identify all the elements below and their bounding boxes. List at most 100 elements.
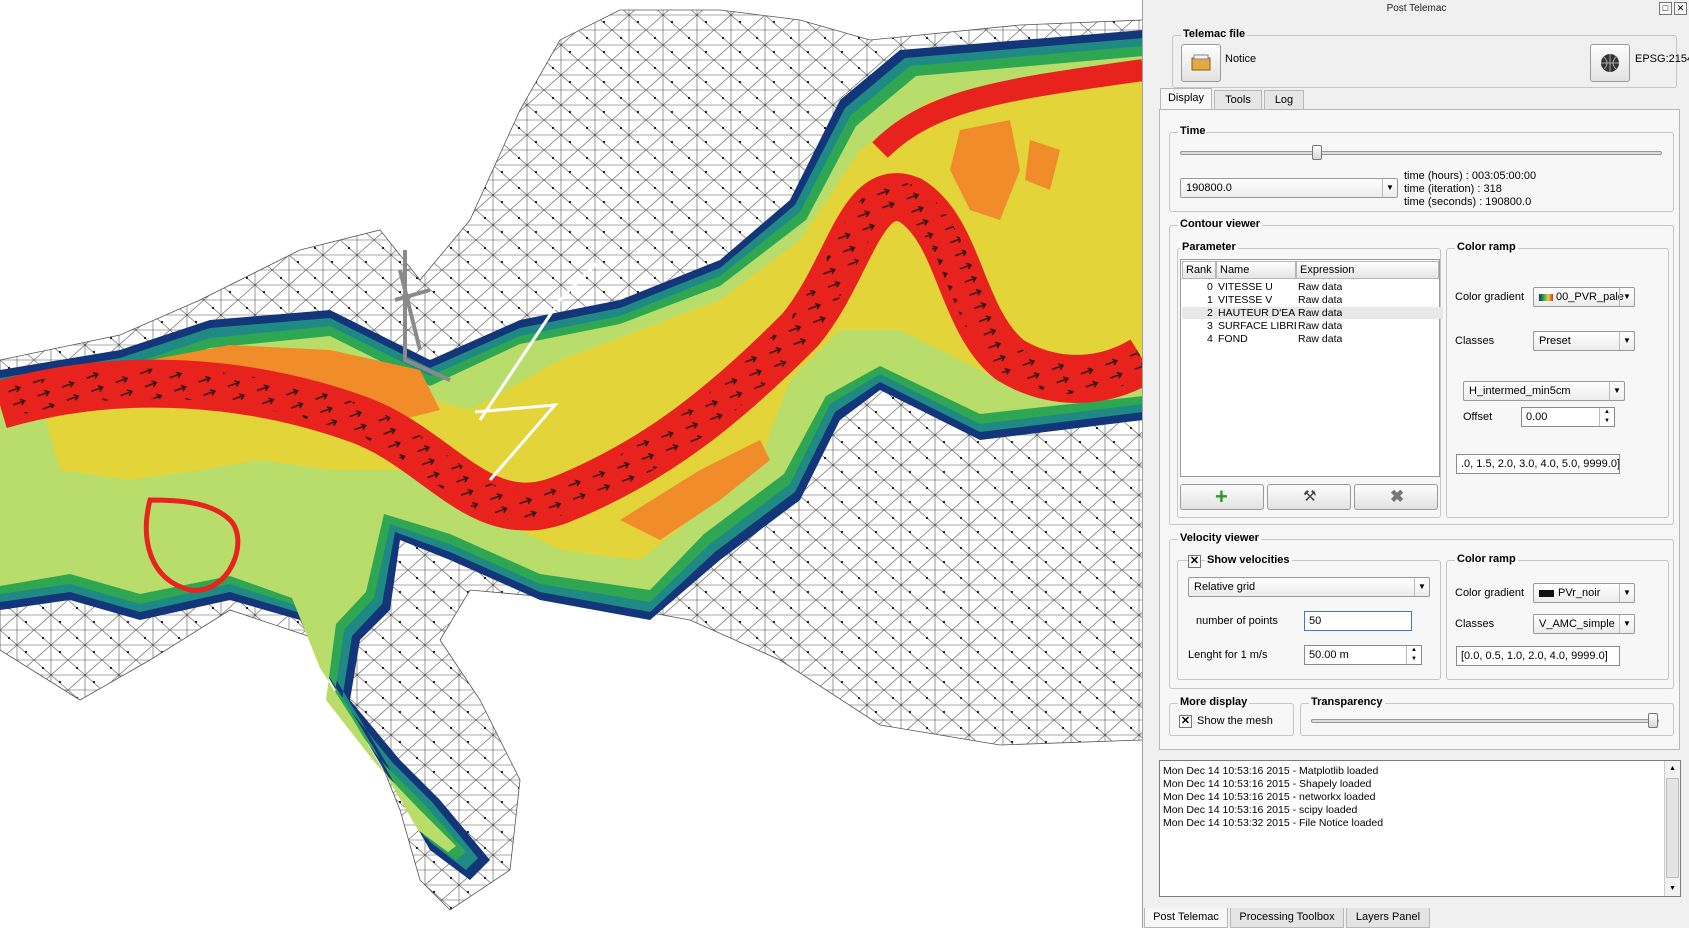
- flood-orange-3: [950, 120, 1020, 220]
- flood-orange-4: [1025, 140, 1060, 190]
- classes-label: Classes: [1455, 335, 1495, 347]
- tab-log[interactable]: Log: [1264, 90, 1304, 110]
- velocity-classes-select[interactable]: V_AMC_simple ▼: [1533, 614, 1635, 634]
- levee-line: [478, 258, 602, 421]
- length-input[interactable]: 50.00 m ▲ ▼: [1304, 645, 1422, 665]
- chevron-down-icon: ▼: [1619, 332, 1634, 350]
- column-expression[interactable]: Expression: [1296, 261, 1439, 279]
- velocity-viewer-title: Velocity viewer: [1178, 532, 1261, 544]
- chevron-down-icon: ▼: [1382, 179, 1397, 197]
- color-gradient-select[interactable]: 00_PVR_pale ▼: [1533, 287, 1635, 307]
- velocity-options-group: ✕ Show velocities Relative grid ▼ number …: [1177, 554, 1441, 680]
- velocity-levels-input[interactable]: [0.0, 0.5, 1.0, 2.0, 4.0, 9999.0]: [1456, 646, 1620, 666]
- chevron-down-icon: ▼: [1609, 382, 1624, 400]
- parameter-group: Parameter Rank Name Expression 0 VITESSE …: [1177, 241, 1443, 518]
- points-input[interactable]: 50▲▼: [1304, 611, 1412, 631]
- log-scrollbar[interactable]: ▲ ▼: [1664, 761, 1680, 896]
- log-line: Mon Dec 14 10:53:16 2015 - scipy loaded: [1163, 804, 1358, 816]
- velocity-arrows: [0, 182, 1142, 522]
- dock-title: Post Telemac: [1386, 3, 1447, 14]
- contour-levels-input[interactable]: .0, 1.5, 2.0, 3.0, 4.0, 5.0, 9999.0]: [1456, 454, 1620, 474]
- chevron-down-icon: ▼: [1619, 288, 1634, 306]
- contour-color-ramp-group: Color ramp Color gradient 00_PVR_pale ▼ C…: [1446, 241, 1669, 518]
- tab-processing-toolbox[interactable]: Processing Toolbox: [1230, 908, 1344, 928]
- grid-mode-select[interactable]: Relative grid ▼: [1188, 577, 1430, 597]
- table-row[interactable]: 0 VITESSE U Raw data: [1207, 281, 1343, 293]
- velocity-gradient-select[interactable]: PVr_noir ▼: [1533, 583, 1635, 603]
- secondary-channel: [143, 497, 241, 593]
- transparency-slider-track[interactable]: [1311, 719, 1659, 723]
- velocity-classes-label: Classes: [1455, 618, 1495, 630]
- file-label: Notice: [1225, 53, 1257, 65]
- more-display-group: More display ✕ Show the mesh: [1169, 696, 1294, 736]
- edit-parameter-button[interactable]: ⚒: [1267, 484, 1351, 510]
- scroll-down-icon[interactable]: ▼: [1669, 885, 1676, 892]
- show-mesh-checkbox[interactable]: ✕: [1179, 715, 1192, 728]
- table-row[interactable]: 4 FOND Raw data: [1207, 333, 1343, 345]
- open-file-button[interactable]: [1181, 44, 1221, 82]
- time-hours: time (hours) : 003:05:00:00: [1404, 170, 1537, 182]
- log-line: Mon Dec 14 10:53:16 2015 - networkx load…: [1163, 791, 1376, 803]
- contour-color-ramp-title: Color ramp: [1455, 241, 1518, 253]
- log-line: Mon Dec 14 10:53:32 2015 - File Notice l…: [1163, 817, 1384, 829]
- show-velocities-checkbox[interactable]: ✕: [1188, 555, 1201, 568]
- grey-mesh-refinement: [394, 250, 451, 382]
- table-row[interactable]: 1 VITESSE V Raw data: [1207, 294, 1343, 306]
- color-gradient-label: Color gradient: [1455, 291, 1525, 303]
- add-parameter-button[interactable]: +: [1180, 484, 1264, 510]
- column-name[interactable]: Name: [1216, 261, 1296, 279]
- float-dock-icon[interactable]: □: [1659, 2, 1672, 15]
- gradient-swatch-icon: [1539, 294, 1553, 301]
- delete-parameter-button[interactable]: ✖: [1354, 484, 1438, 510]
- tab-tools[interactable]: Tools: [1214, 90, 1262, 110]
- chevron-down-icon: ▼: [1414, 578, 1429, 596]
- map-canvas[interactable]: [0, 0, 1143, 928]
- time-slider-track[interactable]: [1180, 151, 1662, 155]
- log-output[interactable]: Mon Dec 14 10:53:16 2015 - Matplotlib lo…: [1159, 760, 1681, 897]
- telemac-file-group: Telemac file Notice EPSG:2154: [1172, 28, 1689, 88]
- parameter-table: Rank Name Expression 0 VITESSE U Raw data …: [1180, 259, 1443, 477]
- time-title: Time: [1178, 125, 1208, 137]
- tools-icon: ⚒: [1303, 488, 1317, 505]
- table-row[interactable]: 3 SURFACE LIBRE Raw data: [1207, 320, 1343, 332]
- transparency-title: Transparency: [1309, 696, 1385, 708]
- time-iteration: time (iteration) : 318: [1404, 183, 1502, 195]
- scroll-up-icon[interactable]: ▲: [1669, 765, 1676, 772]
- offset-input[interactable]: 0.00 ▲ ▼: [1521, 407, 1615, 427]
- parameter-title: Parameter: [1180, 241, 1238, 253]
- tab-post-telemac[interactable]: Post Telemac: [1144, 908, 1228, 928]
- show-velocities-label: Show velocities: [1205, 554, 1292, 566]
- transparency-group: Transparency: [1300, 696, 1674, 736]
- crs-button[interactable]: [1590, 44, 1630, 82]
- levee-line-2: [474, 403, 559, 481]
- contour-viewer-title: Contour viewer: [1178, 218, 1263, 230]
- offset-label: Offset: [1463, 411, 1493, 423]
- folder-icon: [1191, 54, 1211, 71]
- delete-icon: ✖: [1390, 487, 1405, 506]
- time-select[interactable]: 190800.0 ▼: [1180, 178, 1398, 198]
- time-group: Time 190800.0 ▼ time (hours) : 003:05:00:…: [1169, 125, 1674, 212]
- classes-select[interactable]: Preset ▼: [1533, 331, 1635, 351]
- table-row-selected[interactable]: 2 HAUTEUR D'EAU Raw data: [1182, 307, 1443, 319]
- tab-layers-panel[interactable]: Layers Panel: [1346, 908, 1430, 928]
- time-slider-handle[interactable]: [1312, 145, 1322, 160]
- preset-select[interactable]: H_intermed_min5cm ▼: [1463, 381, 1625, 401]
- show-mesh-label: Show the mesh: [1197, 715, 1273, 727]
- scroll-thumb[interactable]: [1666, 778, 1679, 878]
- log-line: Mon Dec 14 10:53:16 2015 - Matplotlib lo…: [1163, 765, 1379, 777]
- chevron-down-icon: ▼: [1619, 615, 1634, 633]
- telemac-mesh-render: [0, 9, 1142, 911]
- close-dock-icon[interactable]: ✕: [1674, 2, 1687, 15]
- chevron-down-icon: ▼: [1619, 584, 1634, 602]
- velocity-color-ramp-group: Color ramp Color gradient PVr_noir ▼ Clas…: [1446, 553, 1669, 680]
- transparency-slider-handle[interactable]: [1648, 713, 1658, 728]
- length-label: Lenght for 1 m/s: [1188, 649, 1268, 661]
- column-rank[interactable]: Rank: [1182, 261, 1216, 279]
- tab-display[interactable]: Display: [1160, 88, 1212, 110]
- black-swatch-icon: [1539, 590, 1554, 597]
- river-upper-channel: [872, 59, 1142, 158]
- velocity-gradient-label: Color gradient: [1455, 587, 1525, 599]
- flood-orange-2: [620, 440, 770, 540]
- crs-label: EPSG:2154: [1635, 53, 1689, 65]
- post-telemac-dock: Post Telemac □ ✕ Telemac file Notice EPS…: [1144, 0, 1689, 928]
